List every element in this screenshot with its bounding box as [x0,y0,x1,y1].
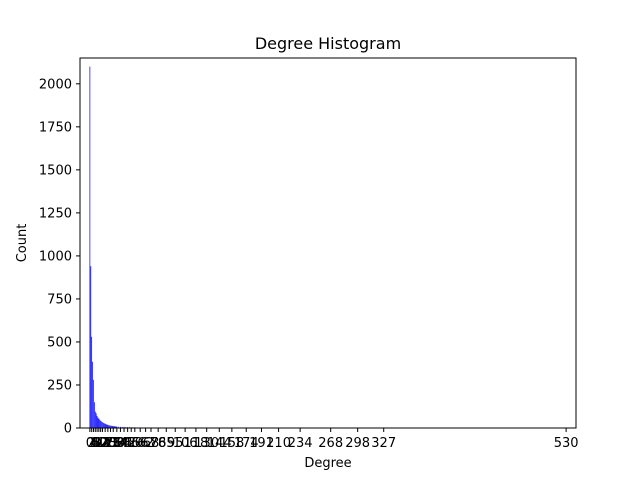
y-tick-label: 1500 [39,163,72,178]
histogram-bar [94,402,95,428]
x-tick-label: 158 [219,436,244,451]
x-tick-label: 14 [94,436,111,451]
histogram-bar [114,426,116,428]
x-tick-label: 530 [554,436,579,451]
histogram-bar [121,426,123,428]
y-tick-label: 500 [47,335,72,350]
histogram-bar [115,426,117,428]
y-tick-label: 2000 [39,77,72,92]
histogram-bar [111,425,112,428]
histogram-bar [112,426,114,428]
x-axis-label: Degree [304,456,351,471]
histogram-bar [103,422,104,428]
x-tick-label: 46 [123,436,140,451]
chart-title: Degree Histogram [255,34,401,53]
x-tick-label: 68 [143,436,160,451]
y-axis: 0 250 500 750 1000 1250 1500 1750 2000 [39,77,80,437]
histogram-bar [90,266,92,428]
histogram-bar [103,423,105,428]
x-tick-label: 26 [105,436,122,451]
x-tick-label: 85 [158,436,175,451]
x-tick-label: 12 [92,436,109,451]
x-tick-label: 20 [100,436,117,451]
x-tick-label: 10 [91,436,108,451]
histogram-bar [101,421,102,428]
x-tick-label: 118 [183,436,208,451]
y-tick-label: 1000 [39,249,72,264]
histogram-bar [102,422,103,428]
histogram-bar [96,415,98,428]
y-axis-label: Count [15,224,30,263]
y-tick-label: 1250 [39,206,72,221]
x-tick-label: 17 [97,436,114,451]
x-tick-label: 298 [345,436,370,451]
histogram-bar [123,426,125,428]
x-tick-label: 191 [249,436,274,451]
x-tick-label: 144 [207,436,232,451]
plot-frame [79,57,577,429]
x-tick-label: 234 [288,436,313,451]
histogram-bar [92,361,93,428]
x-tick-label: 327 [371,436,396,451]
histogram-bar [113,426,115,428]
histogram-bar [94,411,96,428]
histogram-bar [91,336,93,428]
x-tick-label: 6 [91,436,99,451]
x-tick-label: 56 [132,436,149,451]
x-tick-label: 4 [89,436,97,451]
y-tick-label: 750 [47,292,72,307]
histogram-bar [97,417,99,428]
histogram-bar [110,425,111,428]
y-tick-label: 250 [47,378,72,393]
histogram-bar [109,425,111,428]
histogram-bar [100,420,102,428]
histogram-bar [120,426,121,428]
x-tick-label: 0 [86,436,94,451]
histogram-bar [98,418,100,428]
x-tick-label: 62 [137,436,154,451]
x-tick-label: 42 [119,436,136,451]
histogram-bar [108,425,110,428]
histogram-bar [95,413,97,428]
x-tick-label: 23 [102,436,119,451]
y-tick-label: 1750 [39,120,72,135]
x-tick-label: 106 [173,436,198,451]
x-tick-label: 2 [88,436,96,451]
x-tick-label: 268 [318,436,343,451]
x-tick-label: 8 [93,436,101,451]
x-tick-label: 76 [150,436,167,451]
y-tick-label: 0 [64,422,72,437]
histogram-bar [104,423,106,428]
histogram-bar [116,426,118,428]
histogram-bar [89,66,91,429]
histogram-bar [93,379,94,428]
histogram-bar [106,424,108,428]
x-tick-label: 34 [112,436,129,451]
x-tick-label: 130 [194,436,219,451]
x-tick-label: 95 [167,436,184,451]
histogram-bar [107,424,109,428]
x-tick-label: 210 [266,436,291,451]
x-tick-label: 50 [127,436,144,451]
x-tick-label: 174 [234,436,259,451]
x-tick-label: 30 [109,436,126,451]
x-axis: 0246810121417202326303438424650566268768… [86,428,579,451]
histogram-bar [111,425,113,428]
histogram-bar [118,426,119,428]
histogram-bar [99,419,101,428]
x-tick-label: 38 [116,436,133,451]
histogram-bar [105,424,107,428]
